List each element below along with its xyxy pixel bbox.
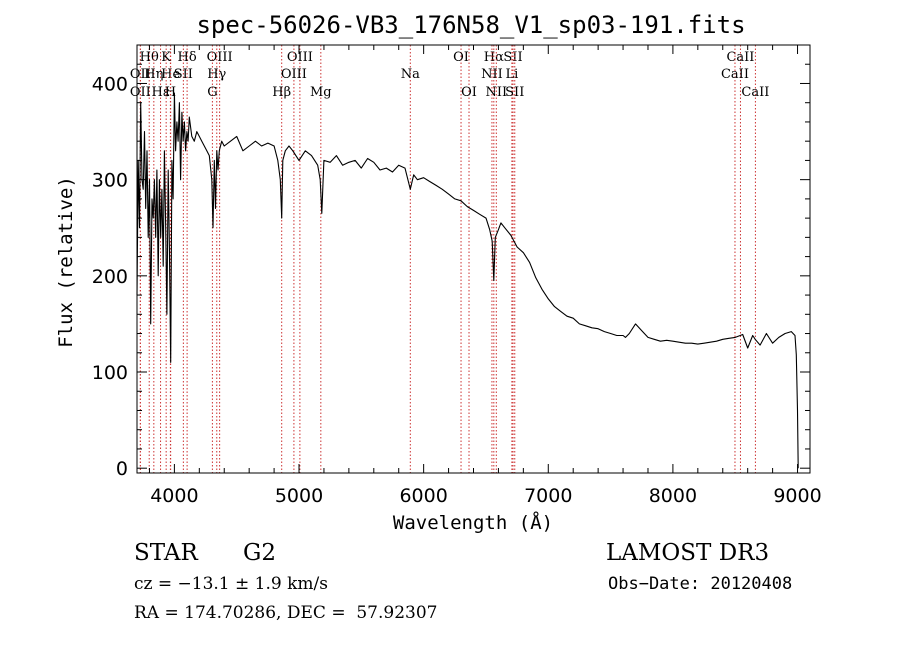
plot-frame: [136, 44, 811, 474]
axis-ticks: 4000 5000 6000 7000 8000 9000 0 100 200 300 400: [92, 45, 822, 507]
ra-dec-text: RA = 174.70286, DEC = 57.92307: [134, 603, 438, 623]
line-label: Hα: [484, 50, 504, 65]
y-tick-label: 100: [92, 362, 128, 384]
y-tick-label: 300: [92, 170, 128, 192]
y-axis-label: Flux (relative): [55, 176, 77, 348]
line-label: Hβ: [272, 85, 291, 100]
spectrum-line: [136, 92, 799, 469]
x-tick-label: 5000: [275, 485, 323, 507]
line-label: Hε: [152, 85, 170, 100]
chart-title: spec-56026-VB3_176N58_V1_sp03-191.fits: [196, 11, 745, 39]
line-label: SII: [503, 50, 522, 65]
line-label: Hη: [144, 67, 163, 82]
line-label: OI: [453, 50, 469, 65]
line-label: Mg: [310, 85, 332, 100]
object-class: STAR: [134, 540, 198, 566]
y-tick-label: 0: [116, 458, 128, 480]
line-label: CaII: [721, 67, 749, 82]
line-label: Hθ: [140, 50, 159, 65]
x-tick-label: 9000: [773, 485, 821, 507]
line-label: OIII: [281, 67, 307, 82]
line-label: NII: [481, 67, 503, 82]
line-label: NII: [485, 85, 507, 100]
line-label: OIII: [287, 50, 313, 65]
line-label: SII: [174, 67, 193, 82]
line-label: Hγ: [207, 67, 226, 82]
line-label: SII: [505, 85, 524, 100]
line-label: OIII: [207, 50, 233, 65]
x-axis-label: Wavelength (Å): [393, 511, 553, 534]
x-tick-label: 6000: [399, 485, 447, 507]
line-label: G: [207, 85, 217, 100]
x-tick-label: 7000: [524, 485, 572, 507]
line-label: Na: [401, 67, 420, 82]
x-tick-label: 4000: [150, 485, 198, 507]
x-tick-label: 8000: [649, 485, 697, 507]
y-tick-label: 400: [92, 73, 128, 95]
line-label: CaII: [741, 85, 769, 100]
y-tick-label: 200: [92, 266, 128, 288]
line-label: OII: [130, 85, 151, 100]
line-label: CaII: [726, 50, 754, 65]
spectrum-layer: [136, 92, 799, 469]
object-subclass: G2: [243, 540, 277, 566]
survey-name: LAMOST DR3: [606, 540, 770, 566]
line-label: OI: [461, 85, 477, 100]
observation-date: Obs−Date: 20120408: [608, 574, 793, 594]
line-label: K: [161, 50, 171, 65]
line-label: Hδ: [178, 50, 197, 65]
line-label: Li: [505, 67, 518, 82]
line-label: H: [165, 85, 176, 100]
redshift-text: cz = −13.1 ± 1.9 km/s: [134, 574, 328, 594]
